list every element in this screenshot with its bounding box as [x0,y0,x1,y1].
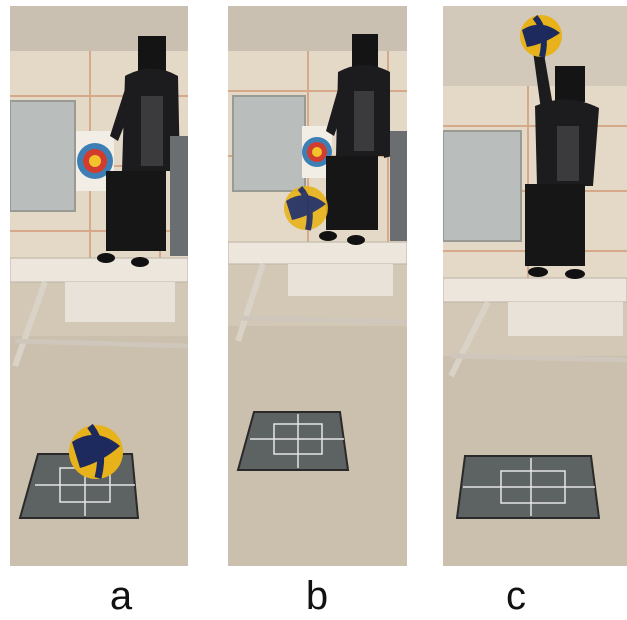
bench [228,241,407,342]
bench [10,257,188,368]
person [97,36,182,267]
panel-label-b: b [305,574,329,618]
panel-label-c: c [506,574,526,618]
panel-label-a: a [109,574,133,618]
photo-panel-b [228,6,407,566]
floor-plate [455,455,601,519]
bench [443,277,627,378]
photo-panel-a [10,6,188,566]
photo-panel-c [443,6,627,566]
ball [520,15,562,58]
archery-target [302,126,332,178]
archery-target [76,131,114,191]
person [319,34,392,245]
floor-plate [236,411,350,471]
ball [284,186,328,231]
ball [69,423,123,479]
person [525,48,599,279]
